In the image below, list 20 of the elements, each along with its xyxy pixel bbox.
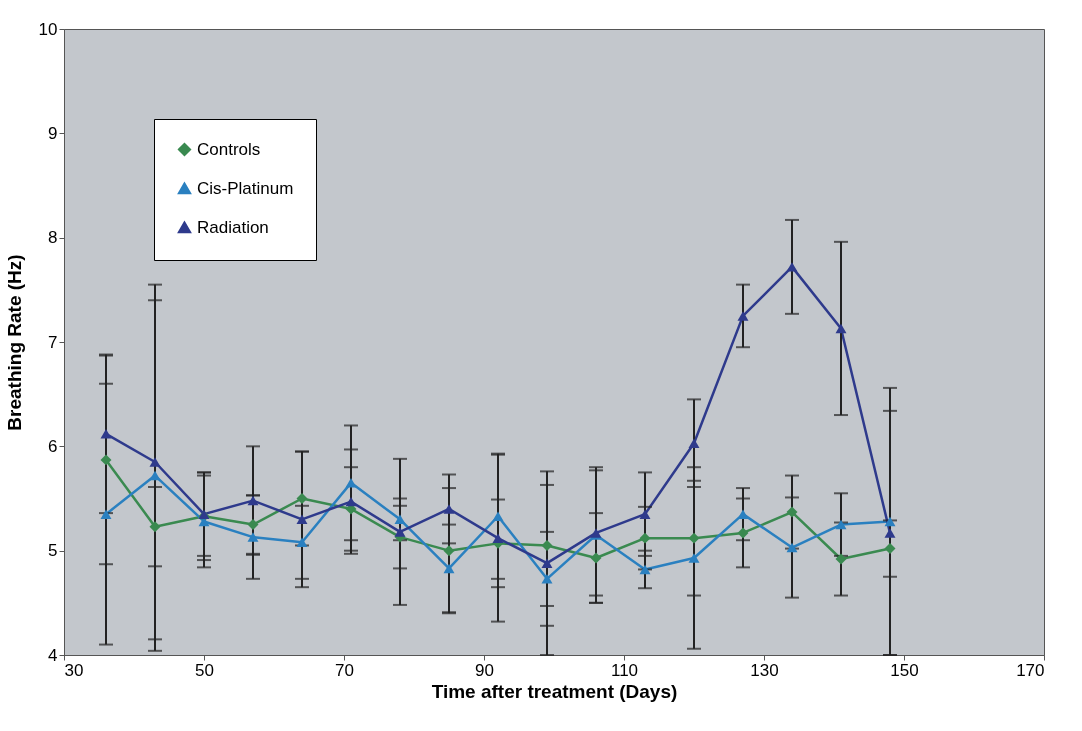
x-tick-label: 150 (890, 660, 919, 680)
y-tick-label: 9 (48, 123, 58, 143)
y-tick-label: 4 (48, 645, 58, 665)
x-tick-label: 110 (610, 660, 639, 680)
y-tick-label: 7 (48, 332, 58, 352)
y-tick-label: 6 (48, 436, 58, 456)
x-tick-label: 90 (475, 660, 494, 680)
x-tick-label: 130 (750, 660, 779, 680)
y-tick-label: 5 (48, 541, 58, 561)
x-tick-label: 30 (64, 660, 84, 680)
y-axis-title: Breathing Rate (Hz) (3, 254, 25, 431)
x-tick-label: 50 (195, 660, 214, 680)
y-tick-label: 10 (38, 19, 58, 39)
x-tick-label: 70 (335, 660, 354, 680)
x-axis-title: Time after treatment (Days) (431, 680, 678, 702)
x-tick-label: 170 (1016, 660, 1045, 680)
y-tick-label: 8 (48, 228, 58, 248)
legend-label: Controls (197, 139, 261, 159)
legend-label: Radiation (197, 217, 269, 237)
legend-label: Cis-Platinum (197, 178, 294, 198)
